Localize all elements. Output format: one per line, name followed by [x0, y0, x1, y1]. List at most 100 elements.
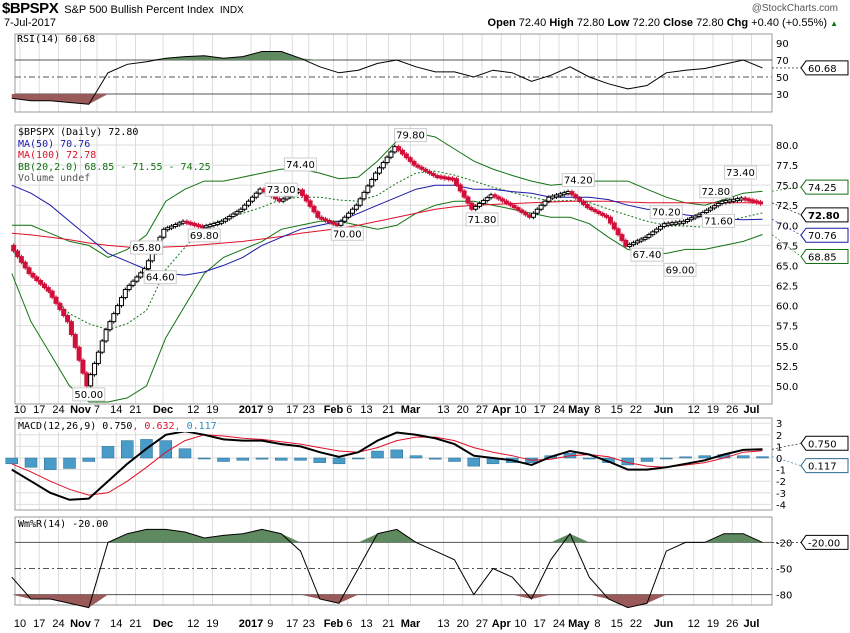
price-candle — [681, 220, 687, 224]
up-arrow-icon: ▲ — [830, 19, 838, 28]
title-row: $BPSPX S&P 500 Bullish Percent Index IND… — [2, 0, 244, 17]
macd-histogram-bar — [429, 457, 442, 460]
x-tick-label: Dec — [153, 404, 173, 416]
price-candle — [76, 346, 82, 361]
price-candle — [38, 280, 44, 285]
macd-legend: MACD(12,26,9) 0.750, 0.632, 0.117 — [18, 421, 217, 432]
price-annotation-box — [72, 387, 106, 402]
rsi-value-tag: 60.68 — [808, 64, 837, 75]
price-candle — [369, 179, 375, 187]
price-annotation: 70.00 — [333, 229, 362, 240]
price-candle — [319, 216, 325, 220]
bb-legend: BB(20,2.0) 68.85 - 71.55 - 74.25 — [18, 161, 211, 173]
price-candle — [657, 225, 663, 230]
price-candle — [580, 200, 586, 205]
macd-histogram-bar — [352, 457, 365, 460]
x-tick-label: Nov — [70, 404, 92, 416]
macd-histogram-bar — [583, 457, 596, 460]
x-tick-label: 9 — [267, 618, 273, 630]
x-tick-label: 24 — [52, 618, 64, 630]
bb-lower-tag-box — [800, 249, 849, 265]
price-candle — [315, 211, 321, 218]
price-candle — [546, 196, 552, 202]
price-annotation: 73.40 — [726, 168, 755, 179]
price-candle — [11, 244, 17, 252]
x-tick-label: May — [568, 404, 590, 416]
price-candle — [41, 283, 47, 289]
macd-signal-line — [11, 434, 763, 496]
x-tick-label: 14 — [110, 618, 122, 630]
rsi-tick-label: 50 — [776, 73, 789, 84]
ma50-tag-leader — [771, 218, 802, 236]
exchange: INDX — [219, 5, 244, 16]
x-tick-label: 13 — [360, 618, 372, 630]
rsi-oversold-fill — [11, 94, 763, 105]
price-candle — [49, 290, 55, 298]
price-tick-label: 60.0 — [776, 302, 798, 313]
price-tick-label: 50.0 — [776, 382, 798, 393]
price-annotation: 69.80 — [190, 231, 219, 242]
price-candle — [538, 204, 544, 210]
macd-histogram-bar — [679, 456, 692, 459]
x-tick-label: 9 — [267, 404, 273, 416]
price-candle — [22, 261, 28, 269]
price-candle — [346, 212, 352, 218]
macd-histogram-bar — [448, 457, 461, 462]
index-name: S&P 500 Bullish Percent Index — [64, 4, 214, 16]
price-candle — [357, 198, 363, 206]
price-candle — [68, 321, 74, 336]
price-annotation-box — [649, 205, 683, 220]
price-annotation: 71.80 — [468, 215, 497, 226]
x-tick-label: Dec — [153, 618, 173, 630]
macd-histogram-bar — [621, 457, 634, 466]
price-annotation: 69.00 — [666, 265, 695, 276]
price-candle — [480, 200, 486, 204]
price-annotation: 70.20 — [652, 208, 681, 219]
bb-upper-tag-box — [800, 179, 849, 195]
macd-value-tag-box — [800, 435, 849, 451]
x-tick-label: 13 — [360, 404, 372, 416]
bb-middle-line — [11, 170, 763, 331]
macd-histogram-bar — [332, 457, 346, 465]
price-candle — [577, 197, 583, 202]
price-candle — [419, 166, 425, 170]
macd-tick-label: -4 — [776, 500, 786, 511]
price-candle — [222, 218, 228, 222]
price-candle — [523, 211, 529, 216]
price-tick-label: 65.0 — [776, 261, 798, 272]
price-candle — [118, 297, 124, 307]
price-candle — [400, 149, 406, 155]
macd-histogram-bar — [698, 455, 711, 459]
price-candle — [61, 308, 67, 317]
macd-histogram-bar — [255, 457, 269, 460]
x-tick-label: Apr — [492, 618, 512, 630]
rsi-panel-frame — [14, 33, 773, 113]
symbol: $BPSPX — [2, 0, 59, 17]
macd-histogram-bar — [371, 450, 384, 459]
x-tick-label: 13 — [437, 404, 449, 416]
price-candle — [607, 216, 613, 224]
x-tick-label: 19 — [707, 618, 719, 630]
price-candle — [230, 213, 236, 217]
x-tick-label: 2017 — [239, 618, 263, 630]
x-tick-label: 27 — [476, 404, 488, 416]
price-candle — [376, 167, 382, 174]
price-candle — [219, 220, 225, 224]
price-legend: $BPSPX (Daily) 72.80 MA(50) 70.76 MA(100… — [18, 127, 211, 185]
price-candle — [80, 359, 86, 374]
price-candle — [165, 227, 171, 231]
price-candle — [26, 267, 32, 274]
price-candle — [650, 231, 656, 236]
price-candle — [465, 196, 471, 204]
volume-legend: Volume undef — [18, 173, 91, 184]
price-annotation-box — [284, 157, 317, 172]
price-candle — [642, 236, 648, 240]
price-candle — [45, 287, 51, 292]
x-tick-label: Mar — [401, 404, 421, 416]
macd-hist-tag: 0.117 — [808, 462, 837, 473]
price-candle — [130, 280, 136, 286]
bb-lower-line — [11, 200, 763, 403]
price-candle — [234, 211, 240, 215]
price-annotation-box — [702, 213, 735, 228]
